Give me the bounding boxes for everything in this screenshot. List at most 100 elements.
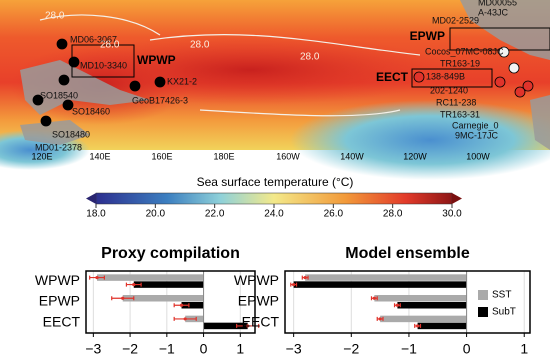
y-tick-label: EPWP [238, 293, 279, 309]
bar [133, 281, 204, 288]
site-marker [522, 80, 534, 92]
site-label: Carnegie_0 [452, 120, 499, 130]
error-center [132, 282, 136, 287]
colorbar-tick-label: 22.0 [205, 209, 225, 220]
contour-label: 28.0 [100, 40, 120, 51]
colorbar-tick-label: 26.0 [324, 209, 344, 220]
site-label: MD02-2529 [432, 15, 479, 25]
lon-label: 140E [89, 151, 110, 161]
bar [397, 302, 467, 309]
colorbar-title: Sea surface temperature (°C) [197, 175, 354, 189]
site-label: MD10-3340 [80, 60, 127, 70]
site-marker [32, 94, 44, 106]
site-label: SO18540 [40, 90, 78, 100]
site-marker [494, 76, 506, 88]
site-marker [56, 38, 68, 50]
plot-frame [284, 270, 531, 334]
bar [380, 315, 467, 323]
site-label: Cocos_07MC-08JC [425, 46, 504, 56]
site-label: KX21-2 [167, 76, 197, 86]
y-tick-label: WPWP [35, 272, 80, 288]
x-tick-label: 0 [200, 341, 208, 357]
site-marker [413, 71, 425, 83]
colorbar-tick-label: 20.0 [146, 209, 166, 220]
lon-label: 160E [151, 151, 172, 161]
bar [122, 295, 204, 302]
site-marker [154, 76, 166, 88]
contour-label: 28.0 [45, 11, 65, 22]
site-marker [508, 62, 520, 74]
site-label: MD01-2378 [35, 142, 82, 152]
contour-label: 28.0 [300, 52, 320, 63]
colorbar [95, 192, 453, 205]
y-tick-label: EECT [242, 313, 280, 329]
error-center [292, 282, 296, 287]
legend-label: SST [492, 290, 511, 301]
site-label: MD06-3067 [70, 34, 117, 44]
x-tick-label: −1 [401, 341, 417, 357]
bar [293, 281, 467, 288]
contour-label: 28.0 [190, 40, 210, 51]
error-center [378, 317, 382, 321]
colorbar-tick-label: 24.0 [264, 209, 284, 220]
colorbar-tick-label: 28.0 [383, 209, 403, 220]
site-label: RC11-238 [436, 97, 476, 107]
legend-swatch [478, 307, 488, 317]
region-label: WPWP [137, 53, 176, 67]
error-center [95, 275, 99, 280]
map [0, 0, 550, 180]
site-marker [68, 56, 80, 68]
site-label: MD00055 [478, 0, 517, 7]
site-marker [40, 115, 52, 127]
error-center [121, 296, 125, 300]
bar [374, 295, 467, 302]
x-tick-label: −1 [159, 341, 175, 357]
bar [97, 274, 204, 281]
lon-label: 120W [403, 151, 427, 161]
x-tick-label: −2 [122, 341, 138, 357]
colorbar-end [86, 193, 96, 204]
site-label: A-43JC [478, 7, 509, 17]
colorbar-tick-label: 18.0 [86, 209, 106, 220]
error-center [183, 317, 187, 321]
error-center [246, 324, 250, 328]
lon-label: 180E [213, 151, 234, 161]
legend-swatch [478, 290, 488, 300]
site-label: TR163-31 [440, 109, 480, 119]
site-marker [62, 99, 74, 111]
colorbar-end [452, 193, 462, 204]
site-marker [514, 86, 526, 98]
x-tick-label: 0 [463, 341, 471, 357]
bar [305, 274, 467, 281]
x-tick-label: −2 [343, 341, 359, 357]
x-tick-label: −3 [286, 341, 302, 357]
chart-title: Model ensemble [345, 245, 470, 262]
bar [181, 302, 204, 309]
region-label: EECT [376, 70, 409, 84]
error-center [179, 303, 184, 307]
x-tick-label: −3 [85, 341, 101, 357]
x-tick-label: 1 [236, 341, 244, 357]
lon-label: 100W [466, 151, 490, 161]
colorbar-tick-label: 30.0 [442, 209, 462, 220]
y-tick-label: EECT [43, 313, 81, 329]
chart-title: Proxy compilation [101, 245, 240, 262]
legend-label: SubT [492, 307, 516, 318]
error-center [303, 275, 307, 280]
lon-label: 120E [31, 151, 52, 161]
error-center [372, 296, 376, 300]
error-center [395, 303, 400, 307]
bar [417, 322, 467, 330]
bar [203, 322, 248, 330]
site-label: 202-1240 [430, 85, 468, 95]
plot-frame [85, 270, 256, 334]
region-label: EPWP [410, 29, 445, 43]
site-label: TR163-19 [440, 58, 480, 68]
y-tick-label: WPWP [234, 272, 279, 288]
site-label: 9MC-17JC [455, 130, 499, 140]
site-marker [498, 46, 510, 58]
lon-label: 160W [276, 151, 300, 161]
site-marker [58, 74, 70, 86]
site-label: GeoB17426-3 [132, 95, 188, 105]
